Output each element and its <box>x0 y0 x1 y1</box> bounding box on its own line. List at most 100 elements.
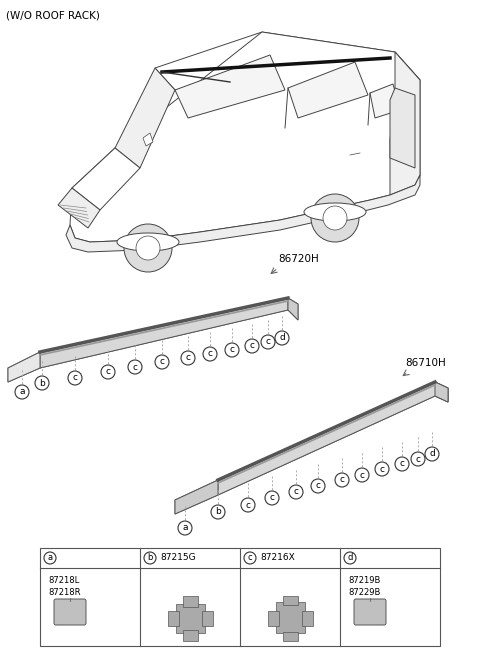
Circle shape <box>244 552 256 564</box>
FancyBboxPatch shape <box>168 611 179 626</box>
Text: c: c <box>229 346 235 354</box>
Polygon shape <box>70 32 420 242</box>
Circle shape <box>68 371 82 385</box>
Text: c: c <box>315 482 321 491</box>
FancyBboxPatch shape <box>354 599 386 625</box>
Polygon shape <box>435 382 448 402</box>
Text: 87215G: 87215G <box>160 554 196 562</box>
Text: (W/O ROOF RACK): (W/O ROOF RACK) <box>6 10 100 20</box>
Text: 86720H: 86720H <box>278 254 319 264</box>
FancyBboxPatch shape <box>283 596 298 604</box>
Ellipse shape <box>117 233 179 251</box>
Polygon shape <box>66 175 420 252</box>
Polygon shape <box>175 55 285 118</box>
Text: c: c <box>159 358 165 367</box>
Text: 86710H: 86710H <box>405 358 446 368</box>
Text: c: c <box>416 455 420 464</box>
Text: 87219B: 87219B <box>348 576 380 585</box>
FancyBboxPatch shape <box>267 611 278 626</box>
Polygon shape <box>288 298 298 320</box>
Text: c: c <box>265 337 271 346</box>
Circle shape <box>335 473 349 487</box>
Circle shape <box>355 468 369 482</box>
Polygon shape <box>72 148 140 210</box>
Polygon shape <box>58 188 100 228</box>
Text: 87229B: 87229B <box>348 588 380 597</box>
Circle shape <box>124 224 172 272</box>
Text: a: a <box>19 388 25 396</box>
Circle shape <box>323 206 347 230</box>
Polygon shape <box>390 52 420 195</box>
Polygon shape <box>288 62 368 118</box>
FancyBboxPatch shape <box>283 632 298 640</box>
Text: c: c <box>360 470 364 480</box>
Circle shape <box>261 335 275 349</box>
Polygon shape <box>115 68 175 168</box>
Text: 87218R: 87218R <box>48 588 81 597</box>
Circle shape <box>15 385 29 399</box>
Text: c: c <box>72 373 77 382</box>
FancyBboxPatch shape <box>276 602 304 632</box>
Text: b: b <box>147 554 153 562</box>
Circle shape <box>101 365 115 379</box>
Text: c: c <box>248 554 252 562</box>
Text: c: c <box>399 459 405 468</box>
FancyBboxPatch shape <box>182 596 197 607</box>
Text: c: c <box>339 476 345 485</box>
Circle shape <box>203 347 217 361</box>
Circle shape <box>344 552 356 564</box>
Text: c: c <box>245 501 251 510</box>
Circle shape <box>155 355 169 369</box>
Text: d: d <box>348 554 353 562</box>
Polygon shape <box>155 32 420 100</box>
Text: c: c <box>269 493 275 502</box>
Ellipse shape <box>304 203 366 221</box>
FancyBboxPatch shape <box>301 611 312 626</box>
Circle shape <box>181 351 195 365</box>
Circle shape <box>311 194 359 242</box>
Circle shape <box>144 552 156 564</box>
Text: 87218L: 87218L <box>48 576 79 585</box>
Polygon shape <box>175 382 448 514</box>
Polygon shape <box>40 298 288 368</box>
Circle shape <box>128 360 142 374</box>
FancyBboxPatch shape <box>40 548 440 646</box>
Circle shape <box>178 521 192 535</box>
Text: 87216X: 87216X <box>260 554 295 562</box>
Circle shape <box>44 552 56 564</box>
Circle shape <box>35 376 49 390</box>
Circle shape <box>275 331 289 345</box>
Text: b: b <box>215 508 221 516</box>
Text: c: c <box>106 367 110 377</box>
Text: d: d <box>279 333 285 342</box>
Text: a: a <box>182 523 188 533</box>
Text: d: d <box>429 449 435 459</box>
Circle shape <box>241 498 255 512</box>
Circle shape <box>375 462 389 476</box>
FancyBboxPatch shape <box>176 604 204 632</box>
Polygon shape <box>8 352 40 382</box>
FancyBboxPatch shape <box>202 611 213 626</box>
Polygon shape <box>218 382 448 495</box>
Polygon shape <box>8 298 298 382</box>
FancyBboxPatch shape <box>182 630 197 640</box>
Text: b: b <box>39 379 45 388</box>
Circle shape <box>289 485 303 499</box>
Text: c: c <box>207 350 213 358</box>
Text: c: c <box>380 464 384 474</box>
Circle shape <box>136 236 160 260</box>
Polygon shape <box>175 480 218 514</box>
Circle shape <box>411 452 425 466</box>
Text: c: c <box>185 354 191 363</box>
Circle shape <box>395 457 409 471</box>
Text: c: c <box>293 487 299 497</box>
Polygon shape <box>390 88 415 168</box>
Text: a: a <box>48 554 53 562</box>
Polygon shape <box>143 133 153 146</box>
Circle shape <box>211 505 225 519</box>
Circle shape <box>225 343 239 357</box>
FancyBboxPatch shape <box>54 599 86 625</box>
Polygon shape <box>370 84 400 118</box>
Circle shape <box>311 479 325 493</box>
Circle shape <box>245 339 259 353</box>
